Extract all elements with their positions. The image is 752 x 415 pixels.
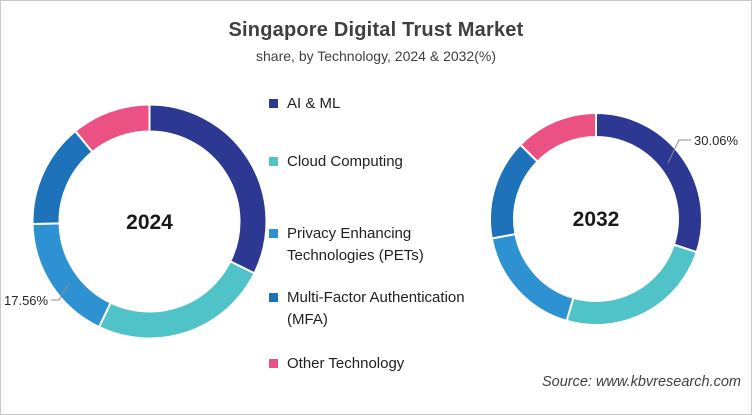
legend-item-other-technology: Other Technology bbox=[269, 353, 404, 375]
legend-item-pets: Privacy Enhancing Technologies (PETs) bbox=[269, 223, 465, 267]
donut-segment-2032-1 bbox=[595, 111, 704, 254]
donut-segment-2024-4 bbox=[31, 129, 94, 226]
donut-segment-2024-2 bbox=[97, 260, 256, 340]
legend-swatch-cloud-computing bbox=[269, 157, 278, 166]
annotation-leader-line-2032 bbox=[667, 139, 691, 164]
legend-item-ai-ml: AI & ML bbox=[269, 93, 340, 115]
donut-chart-2032: 2032 30.06% bbox=[489, 111, 739, 326]
donut-2032-segments bbox=[489, 111, 704, 326]
legend-label-mfa: Multi-Factor Authentication (MFA) bbox=[287, 289, 465, 328]
source-text: Source: www.kbvresearch.com bbox=[541, 374, 741, 390]
chart-title: Singapore Digital Trust Market bbox=[228, 19, 524, 41]
donut-chart-2024: 2024 17.56% bbox=[4, 103, 268, 340]
annotation-leader-line-2024 bbox=[51, 282, 70, 301]
legend-swatch-pets bbox=[269, 229, 278, 238]
legend-label-other-technology: Other Technology bbox=[287, 355, 405, 372]
legend-label-pets: Privacy Enhancing Technologies (PETs) bbox=[287, 225, 424, 264]
legend-swatch-ai-ml bbox=[269, 99, 278, 108]
legend-swatch-mfa bbox=[269, 293, 278, 302]
annotation-label-2024-pets: 17.56% bbox=[4, 293, 49, 308]
legend-swatch-other-technology bbox=[269, 359, 278, 368]
annotation-label-2032-aiml: 30.06% bbox=[694, 133, 739, 148]
chart-subtitle: share, by Technology, 2024 & 2032(%) bbox=[256, 48, 496, 64]
legend-label-ai-ml: AI & ML bbox=[287, 95, 341, 112]
legend-item-cloud-computing: Cloud Computing bbox=[269, 151, 403, 173]
donut-segment-2024-3 bbox=[31, 222, 113, 329]
donut-2024-segments bbox=[31, 103, 268, 340]
legend-label-cloud-computing: Cloud Computing bbox=[287, 153, 403, 170]
donut-segment-2032-2 bbox=[565, 243, 698, 326]
donut-segment-2032-3 bbox=[490, 232, 575, 323]
donut-segment-2024-5 bbox=[73, 103, 151, 154]
donut-2032-center-label: 2032 bbox=[573, 208, 620, 231]
donut-segment-2032-4 bbox=[489, 143, 539, 240]
legend-item-mfa: Multi-Factor Authentication (MFA) bbox=[269, 287, 465, 331]
donut-segment-2032-5 bbox=[518, 111, 597, 163]
donut-2024-center-label: 2024 bbox=[126, 211, 173, 234]
legend: AI & ML Cloud Computing Privacy Enhancin… bbox=[269, 1, 469, 414]
donut-segment-2024-1 bbox=[148, 103, 268, 275]
